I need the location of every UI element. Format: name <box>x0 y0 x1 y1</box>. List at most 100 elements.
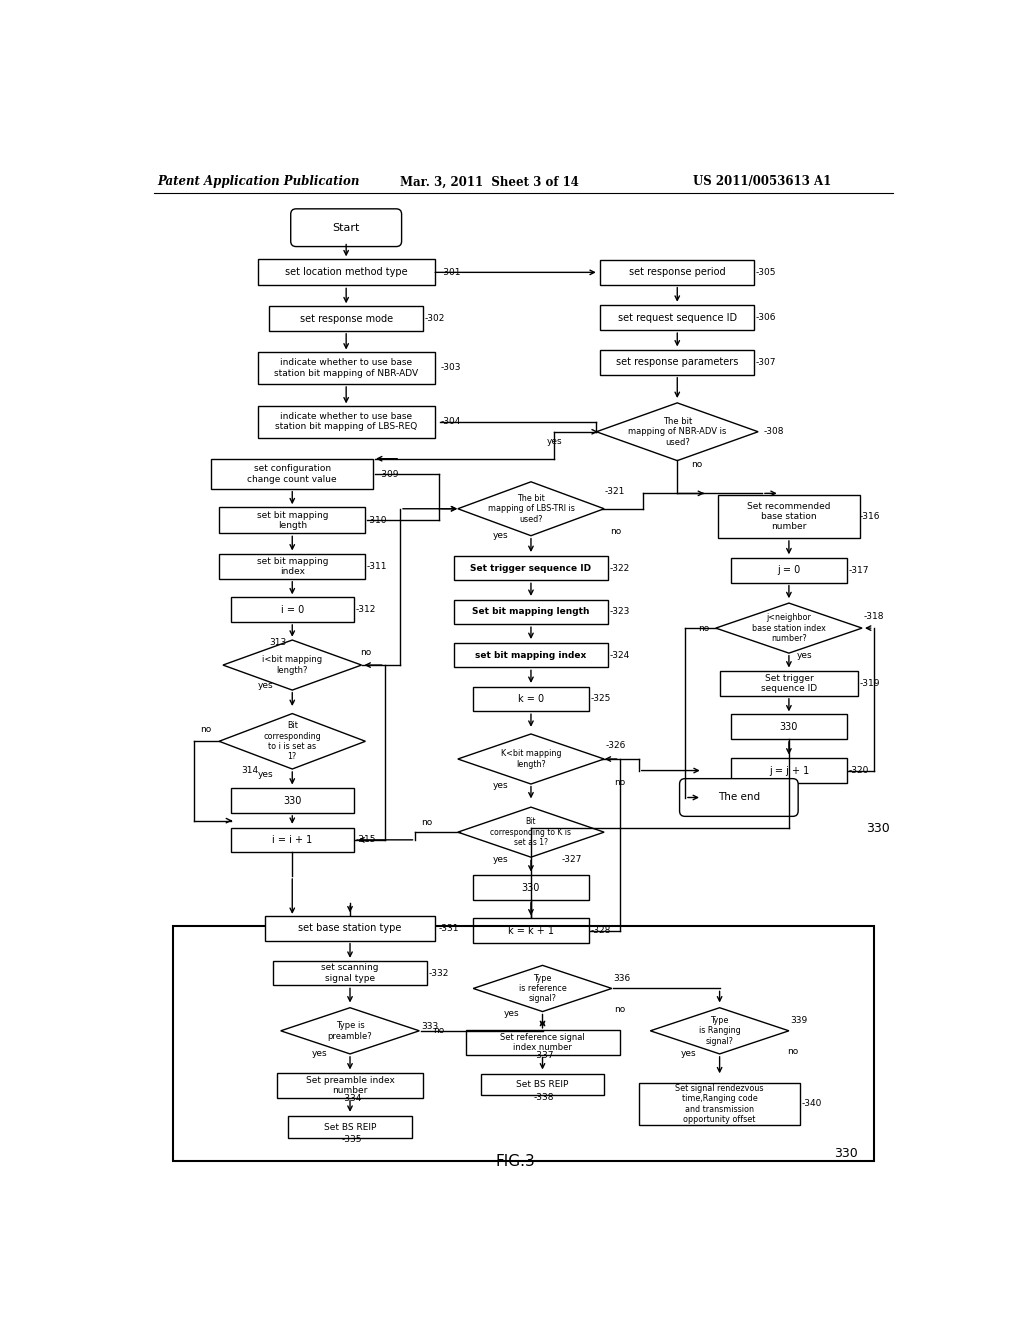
Text: yes: yes <box>681 1049 696 1059</box>
Text: yes: yes <box>257 770 273 779</box>
Text: The bit
mapping of LBS-TRI is
used?: The bit mapping of LBS-TRI is used? <box>487 494 574 524</box>
Text: -310: -310 <box>367 516 387 525</box>
FancyBboxPatch shape <box>718 495 860 537</box>
Text: 330: 330 <box>835 1147 858 1160</box>
FancyBboxPatch shape <box>454 556 608 581</box>
FancyBboxPatch shape <box>600 305 755 330</box>
Text: Set reference signal
index number: Set reference signal index number <box>500 1032 585 1052</box>
FancyBboxPatch shape <box>211 459 373 488</box>
FancyBboxPatch shape <box>454 643 608 668</box>
FancyBboxPatch shape <box>473 875 589 900</box>
Text: yes: yes <box>797 651 812 660</box>
FancyBboxPatch shape <box>276 1073 423 1098</box>
Text: set response parameters: set response parameters <box>616 358 738 367</box>
Text: 330: 330 <box>522 883 540 892</box>
Text: US 2011/0053613 A1: US 2011/0053613 A1 <box>692 176 830 189</box>
Text: set location method type: set location method type <box>285 268 408 277</box>
Text: Set trigger sequence ID: Set trigger sequence ID <box>470 564 592 573</box>
Text: Mar. 3, 2011  Sheet 3 of 14: Mar. 3, 2011 Sheet 3 of 14 <box>400 176 579 189</box>
FancyBboxPatch shape <box>219 554 366 579</box>
Text: Bit
corresponding to K is
set as 1?: Bit corresponding to K is set as 1? <box>490 817 571 847</box>
Polygon shape <box>458 482 604 536</box>
FancyBboxPatch shape <box>269 306 423 331</box>
Text: -306: -306 <box>756 313 776 322</box>
FancyBboxPatch shape <box>454 599 608 624</box>
Text: set request sequence ID: set request sequence ID <box>617 313 737 323</box>
Polygon shape <box>223 640 361 690</box>
Text: -319: -319 <box>860 678 881 688</box>
FancyBboxPatch shape <box>258 405 435 438</box>
Text: -316: -316 <box>860 512 881 521</box>
Text: yes: yes <box>311 1049 327 1059</box>
FancyBboxPatch shape <box>473 919 589 942</box>
FancyBboxPatch shape <box>230 598 354 622</box>
Text: 339: 339 <box>791 1016 808 1026</box>
Text: k = k + 1: k = k + 1 <box>508 925 554 936</box>
Text: indicate whether to use base
station bit mapping of NBR-ADV: indicate whether to use base station bit… <box>274 358 418 378</box>
Text: Bit
corresponding
to i is set as
1?: Bit corresponding to i is set as 1? <box>263 721 322 762</box>
FancyBboxPatch shape <box>265 916 435 941</box>
Text: -317: -317 <box>848 566 868 574</box>
Text: -327: -327 <box>562 854 582 863</box>
Text: -334: -334 <box>341 1094 361 1104</box>
Text: no: no <box>201 725 212 734</box>
Text: 336: 336 <box>613 974 631 983</box>
Text: no: no <box>787 1047 799 1056</box>
Text: -301: -301 <box>440 268 461 277</box>
Text: -307: -307 <box>756 358 776 367</box>
FancyBboxPatch shape <box>680 779 798 816</box>
Text: -318: -318 <box>863 612 884 620</box>
Text: Set recommended
base station
number: Set recommended base station number <box>748 502 830 532</box>
Text: i<bit mapping
length?: i<bit mapping length? <box>262 655 323 675</box>
Text: Type
is reference
signal?: Type is reference signal? <box>518 974 566 1003</box>
FancyBboxPatch shape <box>258 259 435 285</box>
Polygon shape <box>219 714 366 770</box>
Text: no: no <box>613 777 625 787</box>
Text: no: no <box>359 648 371 657</box>
Text: 330: 330 <box>283 796 301 805</box>
Text: -326: -326 <box>605 741 626 750</box>
Text: yes: yes <box>493 854 508 863</box>
FancyBboxPatch shape <box>720 671 858 696</box>
Text: set configuration
change count value: set configuration change count value <box>248 465 337 484</box>
Text: -312: -312 <box>355 605 376 614</box>
Text: k = 0: k = 0 <box>518 694 544 704</box>
Text: -302: -302 <box>425 314 445 323</box>
Text: Set preamble index
number: Set preamble index number <box>305 1076 394 1096</box>
Text: -338: -338 <box>534 1093 554 1101</box>
Text: The bit
mapping of NBR-ADV is
used?: The bit mapping of NBR-ADV is used? <box>628 417 726 446</box>
Text: -309: -309 <box>379 470 399 479</box>
Text: set base station type: set base station type <box>298 924 401 933</box>
Text: -311: -311 <box>367 562 387 572</box>
Text: -323: -323 <box>609 607 630 616</box>
Polygon shape <box>596 403 758 461</box>
Polygon shape <box>716 603 862 653</box>
Text: -335: -335 <box>341 1135 361 1144</box>
Text: yes: yes <box>504 1008 519 1018</box>
Text: 330: 330 <box>866 822 890 834</box>
Text: j<neighbor
base station index
number?: j<neighbor base station index number? <box>752 614 825 643</box>
Text: yes: yes <box>493 531 508 540</box>
Text: -304: -304 <box>440 417 461 426</box>
Text: 313: 313 <box>269 639 286 647</box>
FancyBboxPatch shape <box>258 351 435 384</box>
FancyBboxPatch shape <box>731 758 847 783</box>
FancyBboxPatch shape <box>273 961 427 985</box>
Polygon shape <box>650 1007 788 1053</box>
Text: -320: -320 <box>848 766 868 775</box>
Text: no: no <box>610 528 622 536</box>
Text: Set BS REIP: Set BS REIP <box>516 1080 568 1089</box>
Text: Set BS REIP: Set BS REIP <box>324 1122 376 1131</box>
Text: 333: 333 <box>422 1023 439 1031</box>
Text: -331: -331 <box>438 924 459 933</box>
Text: FIG.3: FIG.3 <box>496 1154 536 1168</box>
FancyBboxPatch shape <box>600 260 755 285</box>
Text: set response mode: set response mode <box>300 314 393 323</box>
Polygon shape <box>281 1007 419 1053</box>
Text: yes: yes <box>493 780 508 789</box>
Text: yes: yes <box>257 681 273 690</box>
Text: Start: Start <box>333 223 359 232</box>
FancyBboxPatch shape <box>219 507 366 533</box>
Text: -325: -325 <box>590 694 610 704</box>
Text: K<bit mapping
length?: K<bit mapping length? <box>501 750 561 768</box>
